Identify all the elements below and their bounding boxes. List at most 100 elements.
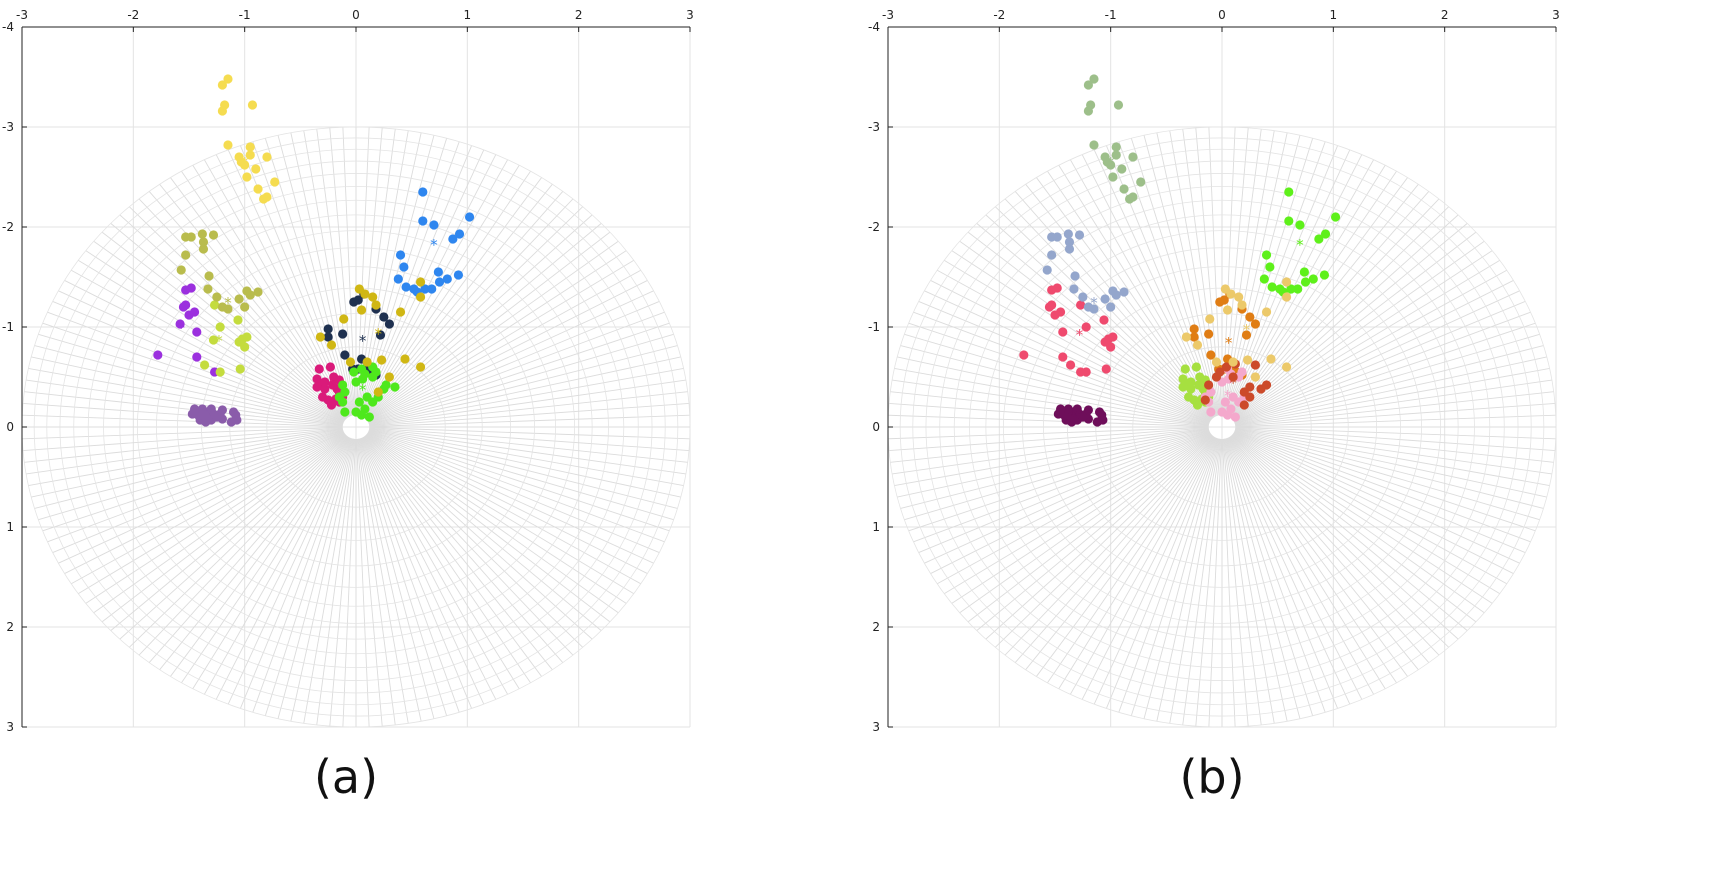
mesh-line bbox=[976, 223, 1213, 420]
mesh-line bbox=[1235, 427, 1556, 451]
x-tick-label: -3 bbox=[16, 8, 28, 22]
mesh-line bbox=[365, 223, 602, 420]
mesh-line bbox=[101, 434, 347, 623]
data-point bbox=[1281, 362, 1292, 372]
centroid-star-marker: * bbox=[1229, 374, 1237, 392]
data-point bbox=[242, 332, 252, 342]
y-tick-label: -3 bbox=[868, 120, 880, 134]
mesh-line bbox=[367, 432, 641, 585]
data-point bbox=[1055, 404, 1066, 414]
y-tick-label: 0 bbox=[6, 420, 14, 434]
x-tick-label: -2 bbox=[127, 8, 139, 22]
data-point bbox=[1281, 277, 1292, 287]
centroid-star-marker: * bbox=[1296, 236, 1304, 254]
y-tick-label: 3 bbox=[6, 720, 14, 734]
data-point bbox=[349, 297, 359, 307]
data-point bbox=[1320, 229, 1331, 239]
data-point bbox=[1239, 387, 1249, 397]
mesh-line bbox=[1227, 437, 1363, 700]
y-tick-label: 1 bbox=[872, 520, 880, 534]
mesh-line bbox=[365, 434, 611, 623]
mesh-line bbox=[359, 438, 448, 716]
mesh-line bbox=[1069, 437, 1217, 695]
mesh-line bbox=[78, 433, 346, 595]
data-point bbox=[323, 332, 333, 342]
data-point bbox=[201, 412, 211, 422]
data-point bbox=[197, 404, 207, 414]
data-point bbox=[339, 314, 349, 324]
mesh-line bbox=[1036, 436, 1215, 677]
mesh-line bbox=[22, 403, 343, 427]
mesh-line bbox=[1130, 138, 1219, 416]
mesh-line bbox=[192, 165, 350, 417]
data-point bbox=[235, 364, 245, 374]
y-tick-label: -1 bbox=[2, 320, 14, 334]
data-point bbox=[1211, 357, 1222, 367]
mesh-line bbox=[1058, 437, 1216, 689]
data-point bbox=[1237, 367, 1247, 377]
mesh-ring bbox=[985, 214, 1459, 640]
mesh-line bbox=[1235, 428, 1552, 475]
data-point bbox=[1065, 360, 1076, 370]
mesh-line bbox=[1235, 427, 1554, 463]
centroid-star-marker: * bbox=[1090, 294, 1098, 312]
data-point bbox=[217, 302, 227, 312]
cluster-series: * bbox=[1083, 74, 1146, 204]
mesh-line bbox=[1235, 403, 1556, 427]
mesh-line bbox=[976, 434, 1213, 631]
mesh-ring bbox=[229, 313, 483, 541]
mesh-line bbox=[369, 427, 690, 451]
data-point bbox=[1113, 100, 1124, 110]
data-point bbox=[1083, 302, 1093, 312]
data-point bbox=[326, 340, 337, 350]
mesh-ring bbox=[136, 230, 576, 624]
data-point bbox=[189, 307, 200, 317]
data-point bbox=[1250, 319, 1260, 329]
mesh-line bbox=[1228, 436, 1397, 684]
mesh-line bbox=[368, 311, 665, 423]
data-point bbox=[1267, 282, 1277, 292]
x-tick-label: 2 bbox=[575, 8, 583, 22]
data-point bbox=[1293, 284, 1303, 294]
mesh-line bbox=[904, 430, 1210, 521]
x-tick-label: -3 bbox=[882, 8, 894, 22]
mesh-line bbox=[1234, 429, 1547, 498]
mesh-line bbox=[1118, 438, 1219, 713]
mesh-line bbox=[364, 435, 574, 656]
data-point bbox=[1108, 286, 1118, 296]
mesh-line bbox=[42, 322, 344, 424]
mesh-line bbox=[203, 159, 351, 417]
data-point bbox=[464, 212, 475, 222]
data-point bbox=[1228, 357, 1238, 367]
data-point bbox=[368, 292, 378, 302]
mesh-line bbox=[985, 435, 1213, 640]
mesh-ring bbox=[939, 173, 1505, 681]
data-point bbox=[312, 382, 322, 392]
data-point bbox=[1220, 397, 1230, 407]
data-point bbox=[1222, 305, 1233, 315]
mesh-line bbox=[1232, 434, 1485, 614]
data-point bbox=[1221, 362, 1232, 372]
mesh-line bbox=[1235, 391, 1554, 427]
mesh-line bbox=[239, 438, 352, 709]
data-point bbox=[1245, 312, 1255, 322]
data-point bbox=[338, 380, 348, 390]
mesh-line bbox=[31, 429, 344, 498]
data-point bbox=[1191, 362, 1201, 372]
data-point bbox=[197, 229, 207, 239]
centroid-star-marker: * bbox=[375, 325, 383, 343]
mesh-line bbox=[951, 433, 1212, 604]
data-point bbox=[1100, 294, 1110, 304]
mesh-line bbox=[369, 427, 690, 440]
centroid-star-marker: * bbox=[359, 381, 367, 399]
mesh-line bbox=[1233, 432, 1520, 564]
mesh-line bbox=[1058, 165, 1216, 417]
mesh-ring bbox=[155, 247, 557, 607]
data-point bbox=[223, 74, 233, 84]
mesh-line bbox=[31, 356, 344, 425]
mesh-line bbox=[369, 414, 690, 427]
mesh-line bbox=[316, 129, 355, 416]
mesh-line bbox=[367, 269, 641, 422]
mesh-line bbox=[58, 432, 345, 564]
